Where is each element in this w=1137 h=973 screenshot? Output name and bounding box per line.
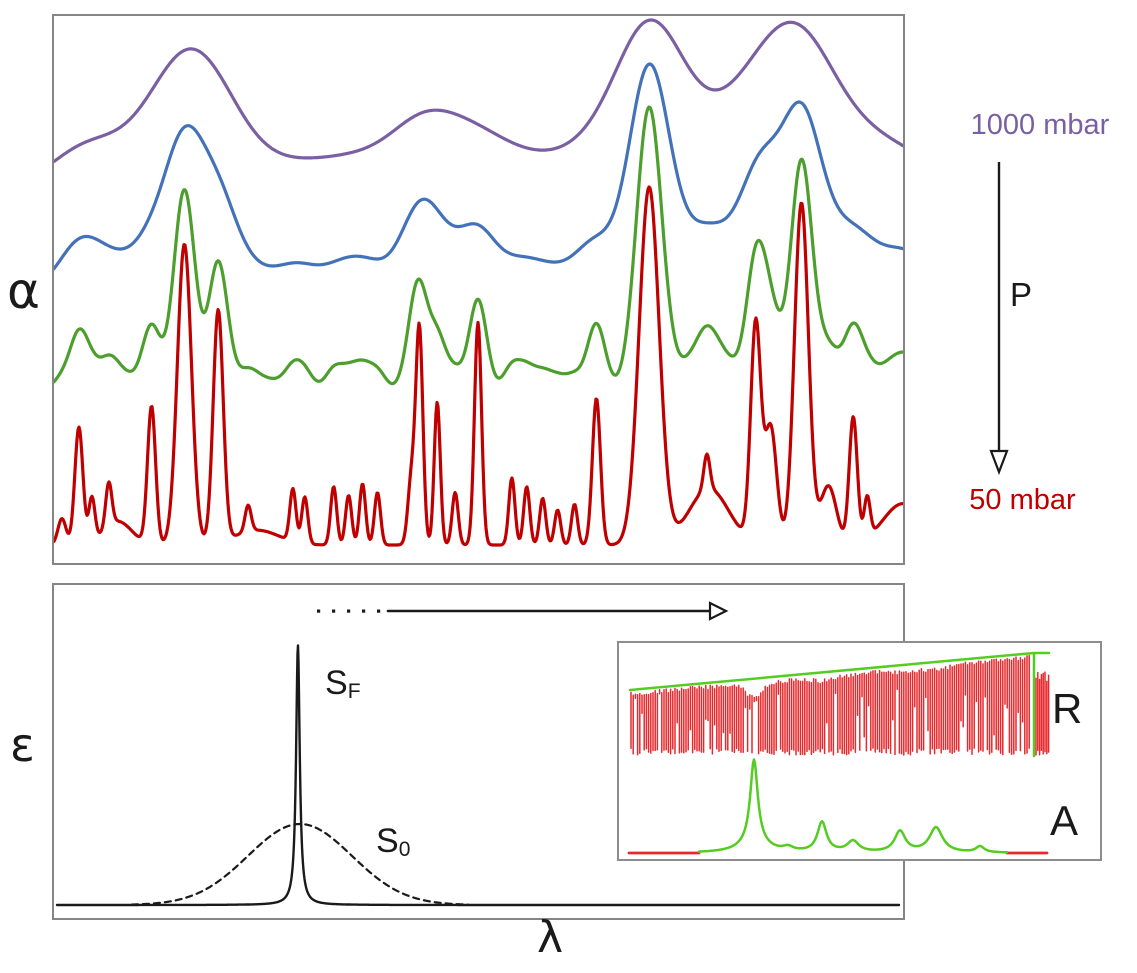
arrow-dot	[317, 609, 321, 613]
spectrum-curve-50mbar	[54, 185, 903, 547]
sf-label-main: S	[325, 664, 348, 702]
pressure-top-label: 1000 mbar	[970, 109, 1110, 141]
top-spectra-panel	[52, 14, 905, 565]
arrow-dot	[332, 609, 336, 613]
pressure-arrow-label: P	[1010, 276, 1033, 313]
arrow-dot	[347, 609, 351, 613]
lambda-axis-label: λ	[536, 912, 564, 963]
scan-ramp-envelope-trace	[628, 651, 1051, 758]
arrow-dot	[377, 609, 381, 613]
s0-label-main: S	[376, 822, 399, 860]
top-spectra-plot	[54, 18, 903, 547]
sharp-line-label: SF	[325, 666, 361, 702]
lineshape-plot	[55, 601, 901, 907]
scan-direction-arrow	[317, 601, 729, 621]
absorption-spectrum-trace	[697, 758, 1009, 854]
broad-lineshape-s0-curve	[130, 822, 470, 906]
pressure-arrow-down-icon	[989, 162, 1009, 476]
spectrum-curve-1000mbar	[54, 18, 903, 164]
s0-label-sub: 0	[398, 837, 411, 861]
inset-panel	[617, 641, 1102, 861]
inset-a-label: A	[1050, 797, 1079, 844]
arrow-dot	[362, 609, 366, 613]
inset-r-label: R	[1052, 685, 1083, 732]
broad-line-label: S0	[376, 824, 410, 860]
sf-label-sub: F	[347, 679, 361, 703]
spectrum-curve-mid-high-pressure	[54, 62, 903, 271]
epsilon-axis-label: ε	[10, 718, 35, 772]
spectrum-curve-mid-low-pressure	[54, 105, 903, 386]
cavity-fringe-signal-trace	[630, 654, 1050, 756]
alpha-axis-label: α	[7, 262, 40, 320]
pressure-bottom-label: 50 mbar	[969, 484, 1076, 516]
inset-plot	[627, 651, 1051, 855]
sharp-lineshape-sf-curve	[55, 644, 901, 907]
